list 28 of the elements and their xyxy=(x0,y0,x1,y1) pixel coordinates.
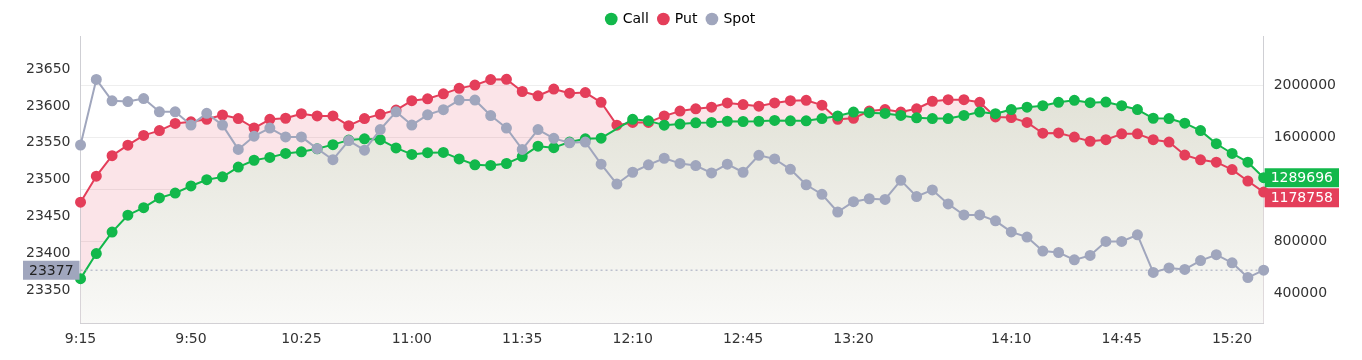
data-label: 1178758 xyxy=(1270,189,1334,206)
y-tick-label: 23550 xyxy=(25,133,71,150)
x-tick-label: 14:45 xyxy=(1101,330,1142,347)
x-tick-label: 9:50 xyxy=(175,330,207,347)
x-tick-label: 11:35 xyxy=(502,330,543,347)
y-tick-label: 23350 xyxy=(25,280,71,297)
ref-line-label: 23377 xyxy=(29,261,74,278)
x-tick-label: 15:20 xyxy=(1211,330,1253,347)
y-tick-label: 23600 xyxy=(25,96,71,113)
legend-label: Call xyxy=(622,9,649,26)
y2-tick-label: 1600000 xyxy=(1273,128,1337,145)
legend-label: Put xyxy=(674,9,698,26)
legend-label: Spot xyxy=(723,9,756,26)
y-tick-label: 23450 xyxy=(25,207,71,224)
y-tick-label: 23650 xyxy=(25,59,71,76)
y2-tick-label: 2000000 xyxy=(1273,76,1337,93)
x-tick-label: 9:15 xyxy=(64,330,97,347)
x-tick-label: 12:10 xyxy=(612,330,653,347)
x-tick-label: 11:00 xyxy=(391,330,432,347)
y2-tick-label: 800000 xyxy=(1273,231,1328,248)
y-tick-label: 23400 xyxy=(25,243,71,260)
x-tick-label: 13:20 xyxy=(833,330,874,347)
x-tick-label: 10:25 xyxy=(281,330,322,347)
y-tick-label: 23500 xyxy=(25,170,71,187)
y2-tick-label: 400000 xyxy=(1273,283,1328,300)
x-tick-label: 14:10 xyxy=(991,330,1032,347)
data-label: 1289696 xyxy=(1270,169,1334,186)
x-tick-label: 12:45 xyxy=(722,330,764,347)
